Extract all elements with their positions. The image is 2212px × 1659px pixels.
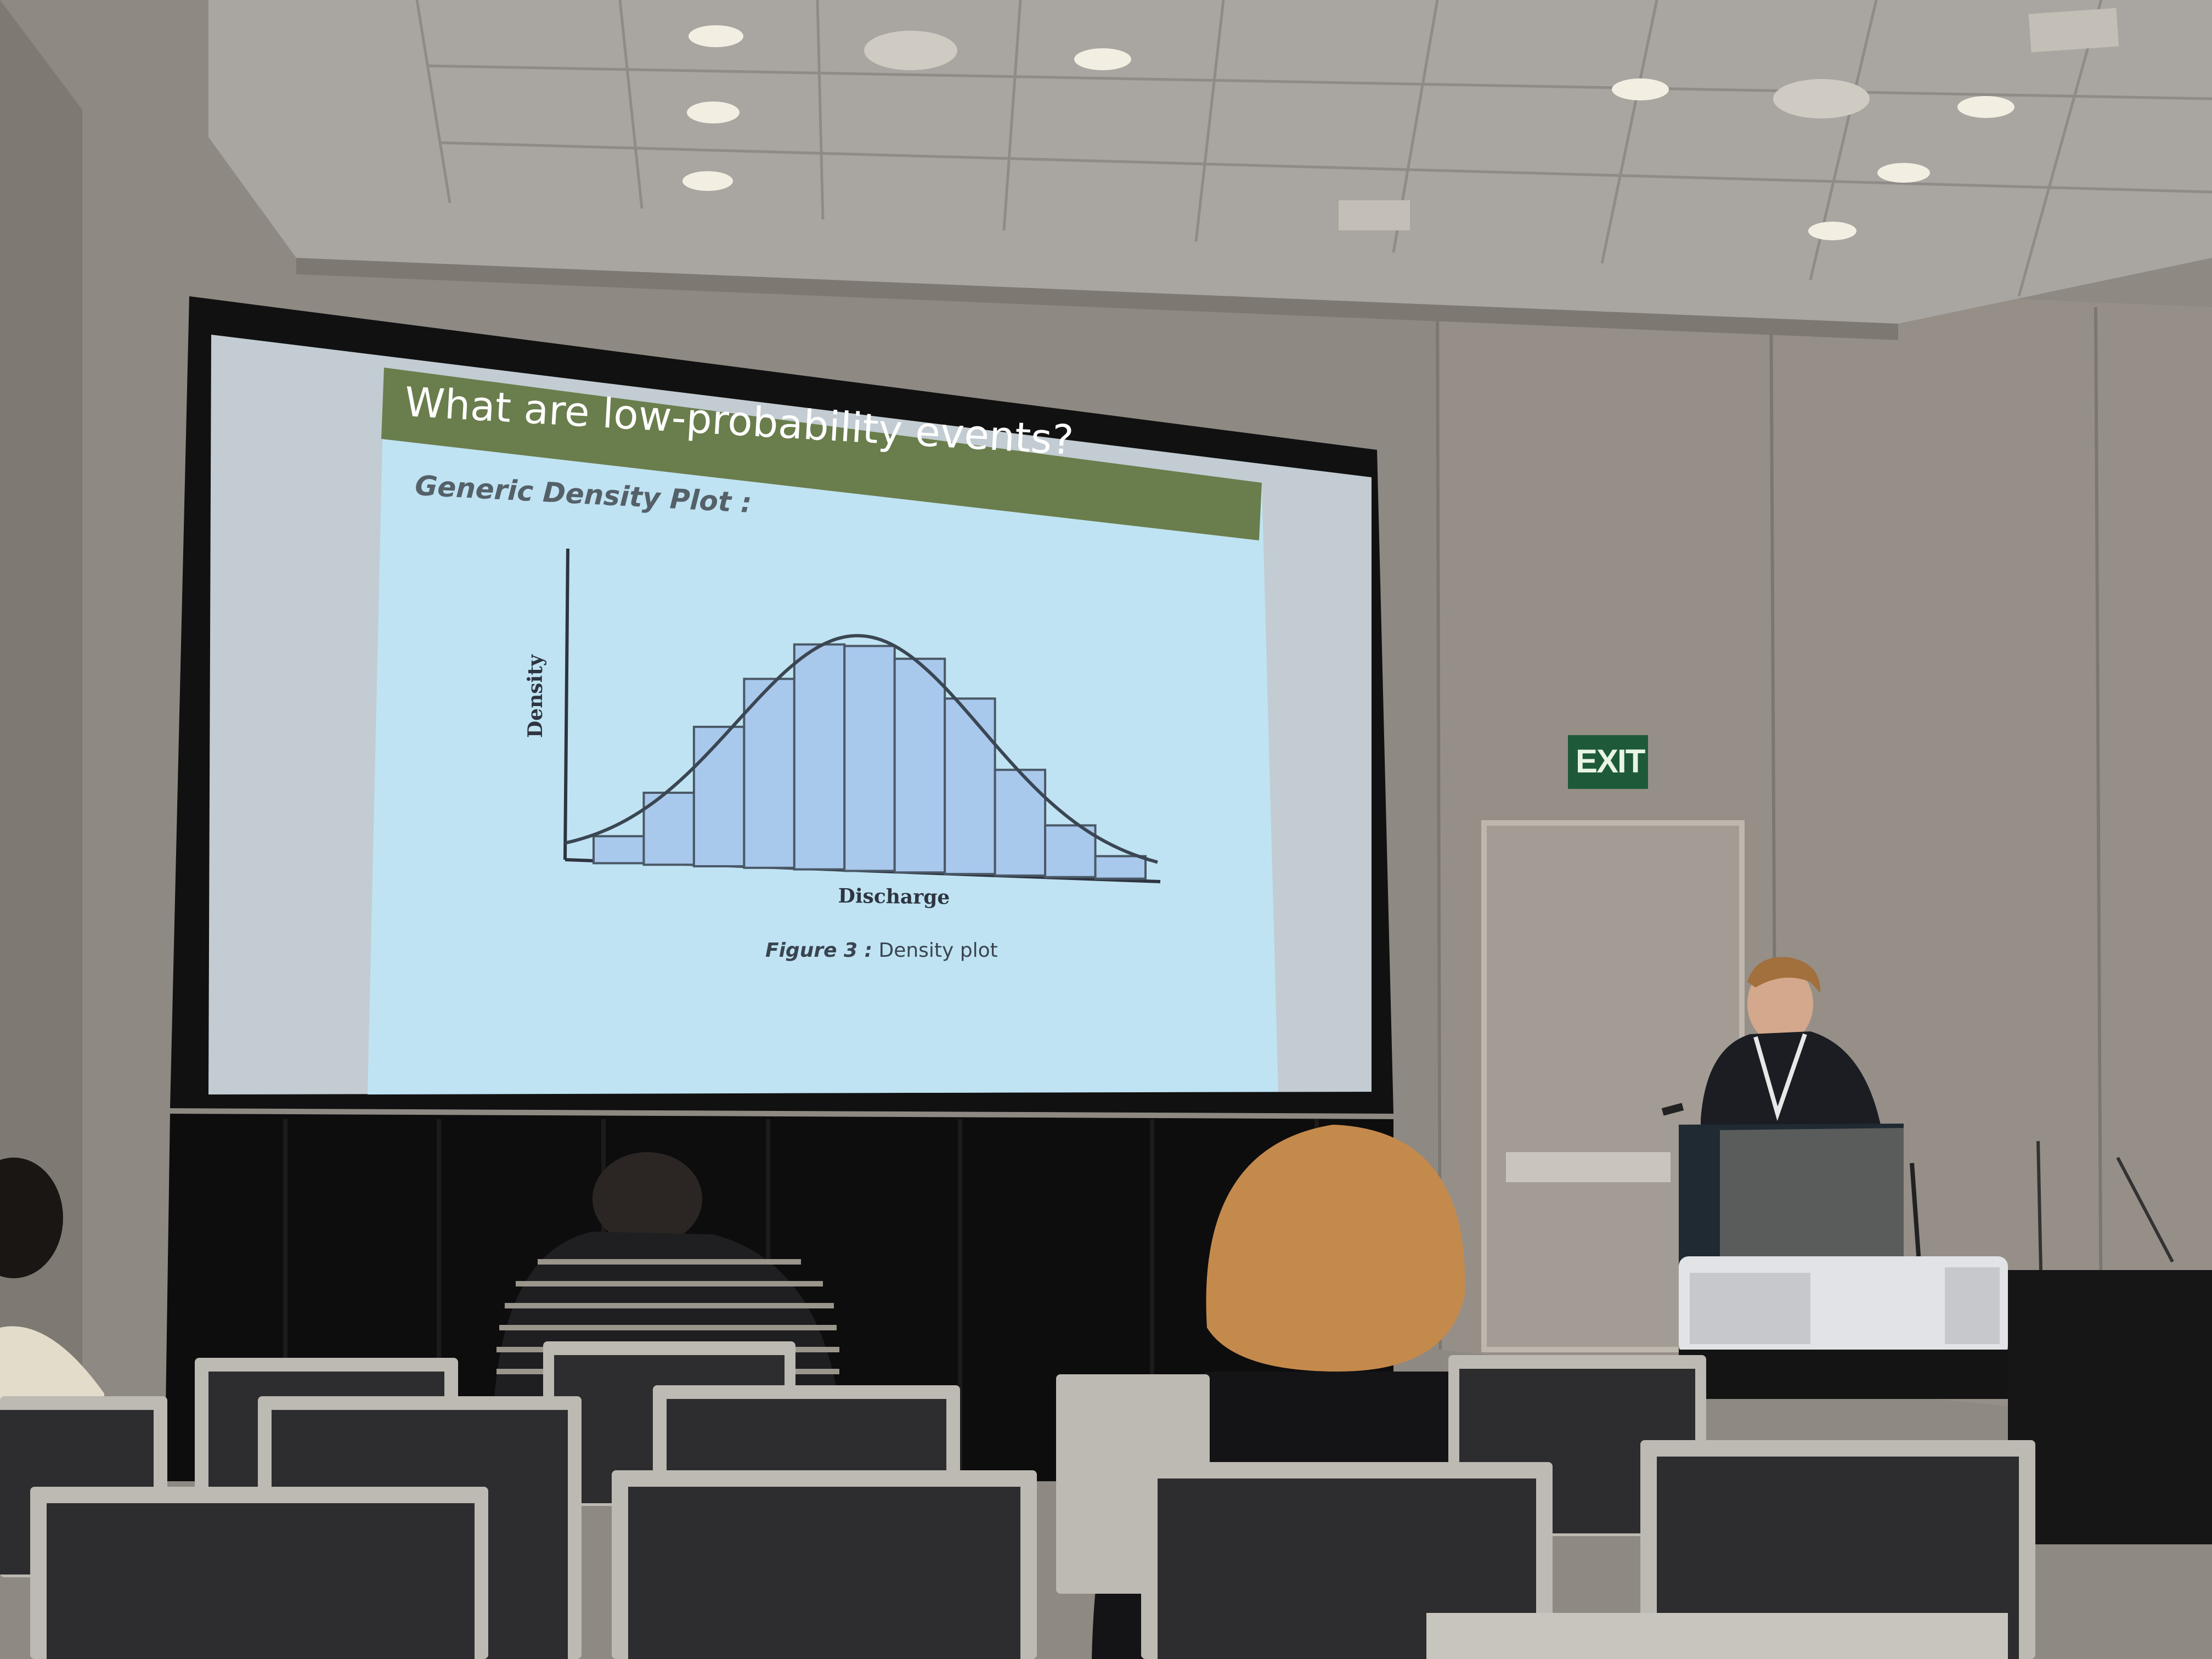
density-curve [565, 634, 1158, 864]
y-axis [563, 548, 569, 860]
panel-table [2008, 1270, 2212, 1544]
exit-sign-text: EXIT [1576, 743, 1645, 780]
histogram-bar [843, 645, 896, 872]
door-push-bar [1506, 1152, 1671, 1182]
y-axis-label: Density [524, 654, 547, 738]
x-axis-label: Discharge [838, 884, 950, 909]
histogram-bars [592, 643, 1147, 880]
histogram-bar [893, 657, 946, 874]
figure-caption: Figure 3 : Density plot [765, 939, 998, 962]
figure-caption-text: Density plot [878, 939, 998, 962]
door [1481, 820, 1745, 1352]
density-chart [563, 548, 1161, 883]
ceiling-lights [682, 25, 2015, 240]
histogram-bar [1094, 855, 1147, 880]
histogram-bar [944, 697, 996, 876]
ceiling-grid [415, 0, 2212, 297]
presenter [1701, 957, 1882, 1152]
histogram-bar [994, 769, 1047, 877]
histogram-bar [793, 643, 846, 871]
chairs [0, 1341, 2035, 1659]
histogram-bar [592, 835, 645, 865]
figure-caption-label: Figure 3 : [765, 939, 873, 962]
histogram-bar [1044, 824, 1097, 878]
slide-title-bar [381, 368, 1262, 540]
exit-sign [1568, 735, 1648, 789]
histogram-bar [692, 725, 746, 868]
left-wall [0, 0, 82, 1426]
ceiling [208, 0, 2212, 324]
